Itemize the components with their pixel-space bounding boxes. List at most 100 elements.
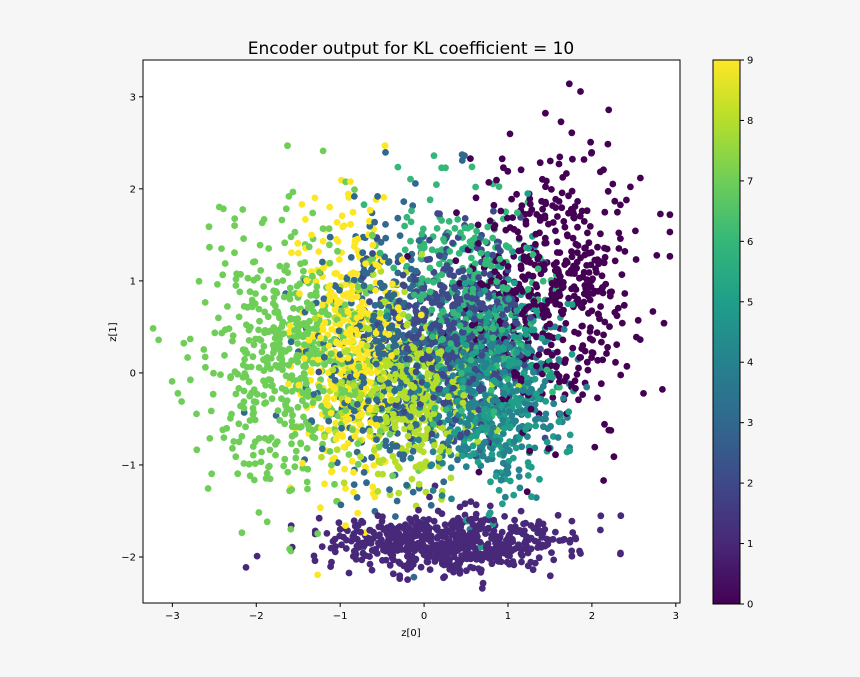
scatter-point-class-6 bbox=[418, 230, 426, 238]
scatter-point-class-0 bbox=[614, 208, 621, 216]
scatter-point-class-7 bbox=[280, 462, 288, 470]
scatter-point-class-7 bbox=[270, 346, 278, 354]
scatter-point-class-7 bbox=[304, 422, 312, 429]
scatter-point-class-9 bbox=[340, 222, 348, 230]
scatter-point-class-5 bbox=[485, 511, 493, 519]
scatter-point-class-2 bbox=[419, 355, 426, 363]
scatter-point-class-0 bbox=[596, 315, 603, 323]
scatter-point-class-3 bbox=[394, 430, 401, 437]
scatter-point-class-7 bbox=[251, 460, 259, 467]
scatter-point-class-4 bbox=[444, 416, 452, 424]
scatter-point-class-7 bbox=[291, 228, 299, 236]
scatter-point-class-1 bbox=[510, 561, 518, 569]
scatter-point-class-7 bbox=[320, 387, 327, 395]
scatter-point-class-3 bbox=[411, 326, 418, 334]
scatter-point-class-2 bbox=[412, 368, 420, 376]
scatter-point-class-1 bbox=[389, 570, 397, 578]
scatter-point-class-7 bbox=[240, 460, 248, 467]
scatter-point-class-7 bbox=[276, 262, 284, 270]
scatter-point-class-7 bbox=[290, 304, 297, 312]
scatter-point-class-4 bbox=[583, 383, 591, 391]
scatter-point-class-8 bbox=[424, 425, 431, 433]
scatter-point-class-7 bbox=[218, 329, 226, 337]
scatter-point-class-4 bbox=[481, 438, 489, 446]
scatter-point-class-1 bbox=[467, 551, 475, 558]
scatter-point-class-8 bbox=[389, 410, 397, 418]
scatter-point-class-7 bbox=[241, 356, 249, 363]
scatter-point-class-9 bbox=[366, 217, 373, 225]
scatter-point-class-0 bbox=[594, 394, 601, 402]
scatter-point-class-5 bbox=[522, 426, 529, 433]
chart-title: Encoder output for KL coefficient = 10 bbox=[248, 39, 574, 59]
scatter-point-class-9 bbox=[310, 332, 317, 340]
scatter-point-class-5 bbox=[513, 349, 520, 356]
scatter-point-class-7 bbox=[326, 259, 334, 267]
scatter-point-class-4 bbox=[466, 414, 473, 422]
scatter-point-class-3 bbox=[409, 202, 417, 210]
scatter-point-class-2 bbox=[460, 274, 468, 282]
scatter-point-class-0 bbox=[456, 280, 463, 287]
scatter-point-class-1 bbox=[402, 521, 409, 529]
scatter-point-class-1 bbox=[554, 511, 562, 519]
scatter-point-class-8 bbox=[401, 425, 408, 433]
scatter-point-class-9 bbox=[333, 339, 340, 347]
scatter-point-class-7 bbox=[284, 269, 292, 276]
scatter-point-class-1 bbox=[472, 501, 480, 509]
scatter-point-class-0 bbox=[603, 350, 610, 357]
scatter-point-class-1 bbox=[485, 516, 493, 524]
scatter-point-class-6 bbox=[459, 384, 467, 392]
scatter-point-class-0 bbox=[515, 247, 523, 255]
scatter-point-class-1 bbox=[350, 517, 358, 525]
scatter-point-class-9 bbox=[344, 440, 352, 447]
scatter-point-class-0 bbox=[558, 204, 566, 212]
scatter-point-class-4 bbox=[560, 326, 568, 333]
scatter-point-class-5 bbox=[499, 500, 506, 508]
scatter-point-class-1 bbox=[523, 533, 530, 540]
scatter-point-class-5 bbox=[490, 292, 498, 300]
scatter-point-class-7 bbox=[281, 420, 289, 428]
scatter-point-class-7 bbox=[227, 374, 235, 382]
scatter-point-class-4 bbox=[464, 445, 472, 453]
scatter-point-class-7 bbox=[246, 288, 254, 296]
scatter-point-class-9 bbox=[372, 260, 380, 268]
scatter-point-class-0 bbox=[541, 261, 548, 268]
scatter-point-class-1 bbox=[328, 558, 335, 566]
scatter-point-class-5 bbox=[509, 454, 517, 462]
scatter-point-class-1 bbox=[466, 529, 474, 537]
scatter-point-class-8 bbox=[425, 346, 433, 354]
scatter-point-class-7 bbox=[184, 354, 192, 361]
scatter-point-class-7 bbox=[289, 411, 296, 419]
scatter-point-class-9 bbox=[353, 314, 361, 322]
scatter-point-class-0 bbox=[532, 281, 540, 289]
scatter-point-class-8 bbox=[401, 288, 408, 296]
scatter-point-class-8 bbox=[365, 325, 373, 333]
scatter-point-class-9 bbox=[321, 319, 329, 326]
scatter-point-class-8 bbox=[355, 395, 363, 402]
scatter-point-class-7 bbox=[250, 341, 258, 349]
scatter-point-class-2 bbox=[477, 334, 485, 341]
scatter-point-class-6 bbox=[498, 326, 506, 334]
scatter-point-class-0 bbox=[561, 359, 569, 366]
scatter-point-class-3 bbox=[396, 232, 404, 240]
scatter-point-class-8 bbox=[392, 370, 399, 378]
scatter-point-class-2 bbox=[481, 305, 489, 312]
scatter-point-class-7 bbox=[272, 440, 279, 448]
scatter-point-class-6 bbox=[428, 246, 436, 254]
scatter-point-class-4 bbox=[497, 476, 505, 484]
scatter-point-class-9 bbox=[372, 329, 380, 337]
scatter-point-class-3 bbox=[370, 312, 378, 320]
scatter-point-class-5 bbox=[516, 334, 523, 342]
scatter-point-class-2 bbox=[468, 332, 476, 340]
scatter-point-class-9 bbox=[328, 468, 335, 476]
scatter-point-class-6 bbox=[529, 251, 537, 259]
scatter-point-class-7 bbox=[256, 241, 264, 249]
scatter-point-class-3 bbox=[372, 415, 380, 423]
y-tick-label: −1 bbox=[121, 460, 136, 471]
scatter-point-class-7 bbox=[246, 417, 254, 424]
scatter-point-class-7 bbox=[282, 372, 290, 380]
scatter-point-class-0 bbox=[491, 222, 499, 229]
scatter-point-class-2 bbox=[437, 281, 444, 289]
scatter-point-class-6 bbox=[490, 408, 498, 415]
scatter-point-class-5 bbox=[524, 190, 532, 198]
scatter-point-class-5 bbox=[444, 345, 452, 353]
